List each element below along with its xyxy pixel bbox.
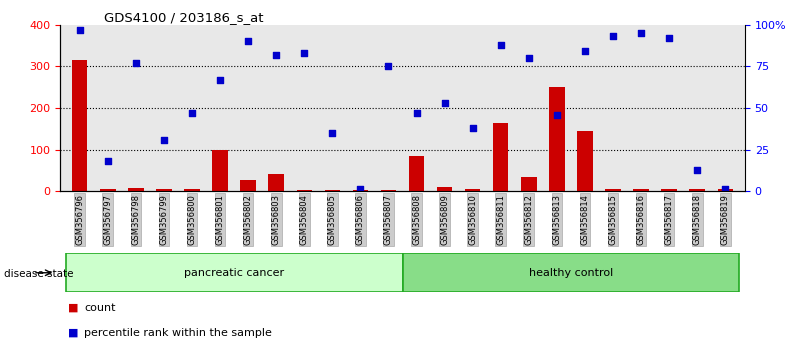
Bar <box>240 180 256 191</box>
Point <box>214 77 227 82</box>
Text: GSM356810: GSM356810 <box>468 194 477 245</box>
Point <box>326 130 339 136</box>
Text: GSM356817: GSM356817 <box>665 194 674 245</box>
Bar <box>268 174 284 191</box>
Text: GSM356800: GSM356800 <box>187 194 196 245</box>
Text: GSM356808: GSM356808 <box>412 194 421 245</box>
Bar <box>128 188 143 191</box>
Bar <box>718 189 733 191</box>
Bar <box>465 189 481 191</box>
Bar <box>549 87 565 191</box>
Text: GSM356812: GSM356812 <box>525 194 533 245</box>
Text: GSM356799: GSM356799 <box>159 194 168 245</box>
Point <box>186 110 199 116</box>
Text: count: count <box>84 303 115 313</box>
Bar <box>296 190 312 191</box>
Text: GSM356796: GSM356796 <box>75 194 84 245</box>
Text: GSM356803: GSM356803 <box>272 194 280 245</box>
Point <box>130 60 143 66</box>
Bar <box>634 189 649 191</box>
Point <box>438 100 451 106</box>
Text: percentile rank within the sample: percentile rank within the sample <box>84 328 272 338</box>
Bar <box>380 190 396 191</box>
Text: GDS4100 / 203186_s_at: GDS4100 / 203186_s_at <box>104 11 264 24</box>
Point <box>298 50 311 56</box>
Text: ■: ■ <box>68 303 78 313</box>
Bar <box>493 122 509 191</box>
Point <box>550 112 563 118</box>
Point <box>242 39 255 44</box>
Point <box>690 167 703 172</box>
Bar <box>690 189 705 191</box>
Text: ■: ■ <box>68 328 78 338</box>
Text: GSM356811: GSM356811 <box>497 194 505 245</box>
Text: GSM356797: GSM356797 <box>103 194 112 245</box>
Text: GSM356819: GSM356819 <box>721 194 730 245</box>
Bar <box>521 177 537 191</box>
Text: GSM356809: GSM356809 <box>440 194 449 245</box>
Point <box>634 30 647 36</box>
Point <box>466 125 479 131</box>
Point <box>494 42 507 47</box>
Bar <box>156 189 171 191</box>
Point <box>270 52 283 58</box>
Text: GSM356804: GSM356804 <box>300 194 308 245</box>
Bar <box>324 190 340 191</box>
Point <box>522 55 535 61</box>
Text: GSM356814: GSM356814 <box>581 194 590 245</box>
Bar <box>662 189 677 191</box>
Point <box>578 48 591 54</box>
Point <box>410 110 423 116</box>
Text: GSM356801: GSM356801 <box>215 194 224 245</box>
Bar <box>578 131 593 191</box>
Bar <box>403 253 739 292</box>
Point <box>74 27 87 33</box>
Bar <box>437 187 453 191</box>
Point <box>102 158 115 164</box>
Bar <box>212 149 227 191</box>
Text: GSM356805: GSM356805 <box>328 194 337 245</box>
Text: GSM356816: GSM356816 <box>637 194 646 245</box>
Point <box>662 35 675 41</box>
Text: GSM356807: GSM356807 <box>384 194 393 245</box>
Text: GSM356806: GSM356806 <box>356 194 365 245</box>
Bar <box>606 189 621 191</box>
Text: GSM356813: GSM356813 <box>553 194 562 245</box>
Point <box>606 34 619 39</box>
Bar <box>100 189 115 191</box>
Text: pancreatic cancer: pancreatic cancer <box>184 268 284 278</box>
Text: GSM356798: GSM356798 <box>131 194 140 245</box>
Point <box>354 187 367 192</box>
Bar <box>66 253 402 292</box>
Bar <box>72 60 87 191</box>
Point <box>158 137 171 142</box>
Text: disease state: disease state <box>4 269 74 279</box>
Bar <box>184 189 199 191</box>
Bar <box>409 156 425 191</box>
Bar <box>352 190 368 191</box>
Text: GSM356818: GSM356818 <box>693 194 702 245</box>
Point <box>382 64 395 69</box>
Text: healthy control: healthy control <box>529 268 613 278</box>
Text: GSM356815: GSM356815 <box>609 194 618 245</box>
Text: GSM356802: GSM356802 <box>244 194 252 245</box>
Point <box>718 187 731 192</box>
